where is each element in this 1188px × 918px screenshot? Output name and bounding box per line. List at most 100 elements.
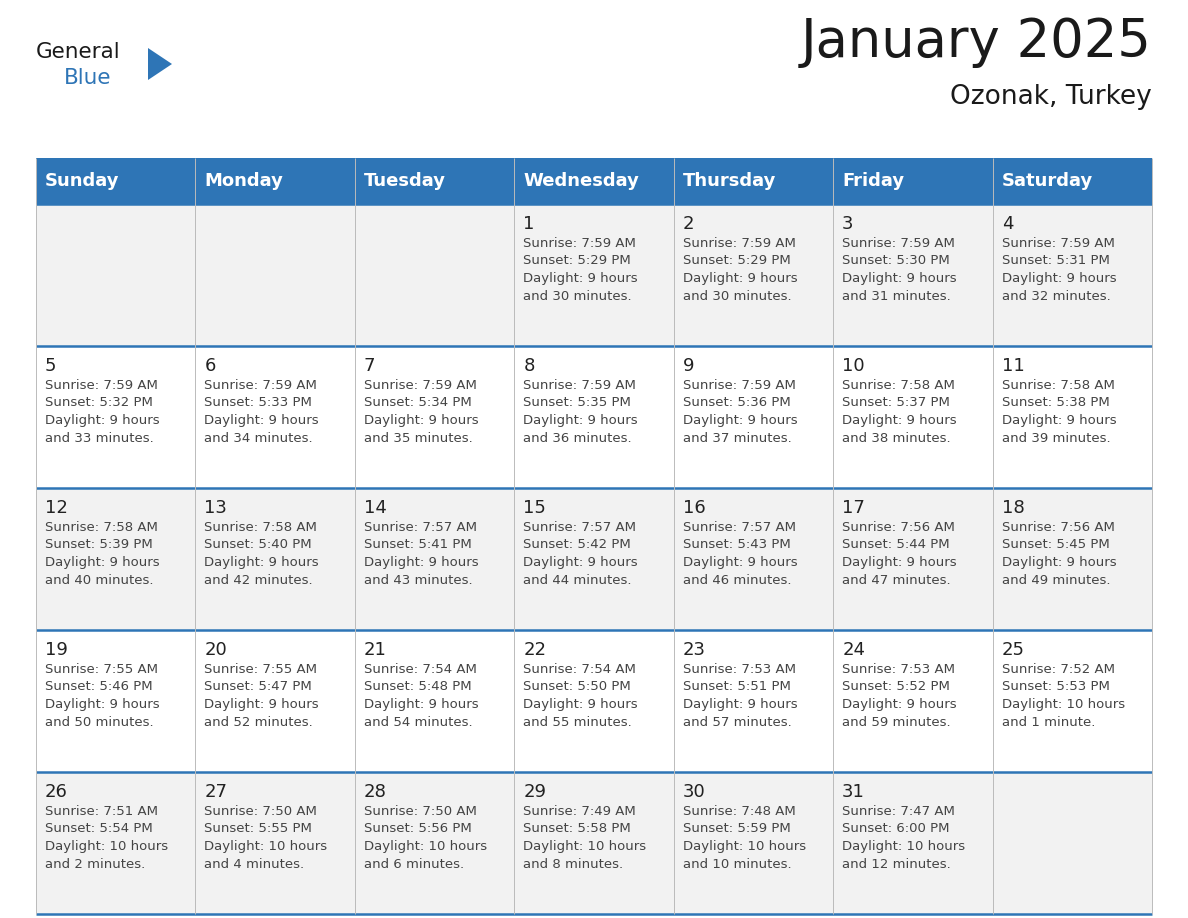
Text: and 30 minutes.: and 30 minutes. [523,289,632,303]
Text: Daylight: 9 hours: Daylight: 9 hours [523,698,638,711]
Text: and 30 minutes.: and 30 minutes. [683,289,791,303]
Text: Sunrise: 7:58 AM: Sunrise: 7:58 AM [45,521,158,534]
Text: Sunrise: 7:59 AM: Sunrise: 7:59 AM [842,237,955,250]
Text: Sunrise: 7:47 AM: Sunrise: 7:47 AM [842,805,955,818]
Text: Sunset: 6:00 PM: Sunset: 6:00 PM [842,823,949,835]
Text: and 57 minutes.: and 57 minutes. [683,715,791,729]
Text: Sunrise: 7:53 AM: Sunrise: 7:53 AM [842,663,955,676]
Text: Sunset: 5:38 PM: Sunset: 5:38 PM [1001,397,1110,409]
Text: Daylight: 9 hours: Daylight: 9 hours [364,698,479,711]
Text: and 43 minutes.: and 43 minutes. [364,574,473,587]
Text: Sunset: 5:55 PM: Sunset: 5:55 PM [204,823,312,835]
Text: Sunrise: 7:51 AM: Sunrise: 7:51 AM [45,805,158,818]
Text: and 32 minutes.: and 32 minutes. [1001,289,1111,303]
Text: Daylight: 9 hours: Daylight: 9 hours [842,272,956,285]
Text: Daylight: 9 hours: Daylight: 9 hours [523,556,638,569]
Text: Sunset: 5:34 PM: Sunset: 5:34 PM [364,397,472,409]
Text: 14: 14 [364,499,387,517]
Text: Sunset: 5:36 PM: Sunset: 5:36 PM [683,397,790,409]
Text: Sunrise: 7:58 AM: Sunrise: 7:58 AM [1001,379,1114,392]
Text: 30: 30 [683,783,706,801]
Text: Sunrise: 7:55 AM: Sunrise: 7:55 AM [45,663,158,676]
Text: Daylight: 9 hours: Daylight: 9 hours [842,556,956,569]
Text: Sunrise: 7:58 AM: Sunrise: 7:58 AM [842,379,955,392]
Text: and 1 minute.: and 1 minute. [1001,715,1095,729]
Text: and 8 minutes.: and 8 minutes. [523,857,624,870]
Text: and 59 minutes.: and 59 minutes. [842,715,950,729]
Text: Sunset: 5:41 PM: Sunset: 5:41 PM [364,539,472,552]
Text: 7: 7 [364,357,375,375]
Text: and 31 minutes.: and 31 minutes. [842,289,950,303]
Text: Sunset: 5:54 PM: Sunset: 5:54 PM [45,823,153,835]
Text: Sunset: 5:29 PM: Sunset: 5:29 PM [523,254,631,267]
Text: 16: 16 [683,499,706,517]
Text: and 36 minutes.: and 36 minutes. [523,431,632,444]
Text: and 6 minutes.: and 6 minutes. [364,857,465,870]
Text: and 55 minutes.: and 55 minutes. [523,715,632,729]
Text: 24: 24 [842,641,865,659]
Text: Sunset: 5:53 PM: Sunset: 5:53 PM [1001,680,1110,693]
Text: Sunset: 5:35 PM: Sunset: 5:35 PM [523,397,631,409]
Text: Daylight: 9 hours: Daylight: 9 hours [683,414,797,427]
Text: Daylight: 9 hours: Daylight: 9 hours [364,414,479,427]
Text: Sunset: 5:37 PM: Sunset: 5:37 PM [842,397,950,409]
Text: Sunrise: 7:56 AM: Sunrise: 7:56 AM [842,521,955,534]
Text: 19: 19 [45,641,68,659]
Text: Sunrise: 7:54 AM: Sunrise: 7:54 AM [523,663,636,676]
Text: Sunrise: 7:57 AM: Sunrise: 7:57 AM [683,521,796,534]
Text: Daylight: 9 hours: Daylight: 9 hours [523,414,638,427]
Text: Sunrise: 7:48 AM: Sunrise: 7:48 AM [683,805,796,818]
Text: Tuesday: Tuesday [364,172,446,190]
Text: and 47 minutes.: and 47 minutes. [842,574,950,587]
Text: Daylight: 9 hours: Daylight: 9 hours [1001,272,1117,285]
Text: 12: 12 [45,499,68,517]
Text: 10: 10 [842,357,865,375]
Text: Friday: Friday [842,172,904,190]
Text: Thursday: Thursday [683,172,776,190]
Text: Daylight: 10 hours: Daylight: 10 hours [842,840,966,853]
Text: Daylight: 10 hours: Daylight: 10 hours [523,840,646,853]
Text: Daylight: 9 hours: Daylight: 9 hours [523,272,638,285]
Text: Sunset: 5:40 PM: Sunset: 5:40 PM [204,539,312,552]
Text: Sunset: 5:39 PM: Sunset: 5:39 PM [45,539,153,552]
Text: and 35 minutes.: and 35 minutes. [364,431,473,444]
Text: Sunset: 5:58 PM: Sunset: 5:58 PM [523,823,631,835]
Text: Daylight: 9 hours: Daylight: 9 hours [204,698,320,711]
Text: and 38 minutes.: and 38 minutes. [842,431,950,444]
Bar [36,488,1152,630]
Text: Sunset: 5:51 PM: Sunset: 5:51 PM [683,680,790,693]
Text: Saturday: Saturday [1001,172,1093,190]
Bar [674,158,833,204]
Text: Sunset: 5:32 PM: Sunset: 5:32 PM [45,397,153,409]
Text: Daylight: 9 hours: Daylight: 9 hours [204,556,320,569]
Text: Daylight: 9 hours: Daylight: 9 hours [45,556,159,569]
Text: Sunset: 5:47 PM: Sunset: 5:47 PM [204,680,312,693]
Text: Sunrise: 7:50 AM: Sunrise: 7:50 AM [204,805,317,818]
Bar [36,346,1152,488]
Text: Sunrise: 7:53 AM: Sunrise: 7:53 AM [683,663,796,676]
Text: Sunrise: 7:59 AM: Sunrise: 7:59 AM [683,379,796,392]
Text: Sunset: 5:30 PM: Sunset: 5:30 PM [842,254,950,267]
Text: Sunrise: 7:49 AM: Sunrise: 7:49 AM [523,805,636,818]
Text: Sunrise: 7:59 AM: Sunrise: 7:59 AM [523,237,636,250]
Text: Daylight: 9 hours: Daylight: 9 hours [683,556,797,569]
Text: Daylight: 9 hours: Daylight: 9 hours [842,698,956,711]
Text: Monday: Monday [204,172,283,190]
Text: General: General [36,42,121,62]
Text: Daylight: 10 hours: Daylight: 10 hours [364,840,487,853]
Text: Sunset: 5:52 PM: Sunset: 5:52 PM [842,680,950,693]
Text: and 49 minutes.: and 49 minutes. [1001,574,1110,587]
Text: 17: 17 [842,499,865,517]
Text: 29: 29 [523,783,546,801]
Text: Daylight: 9 hours: Daylight: 9 hours [204,414,320,427]
Text: Daylight: 9 hours: Daylight: 9 hours [683,272,797,285]
Text: 31: 31 [842,783,865,801]
Text: Blue: Blue [64,68,112,88]
Text: Sunrise: 7:56 AM: Sunrise: 7:56 AM [1001,521,1114,534]
Text: 28: 28 [364,783,387,801]
Text: Sunset: 5:48 PM: Sunset: 5:48 PM [364,680,472,693]
Text: and 50 minutes.: and 50 minutes. [45,715,153,729]
Text: Daylight: 9 hours: Daylight: 9 hours [45,414,159,427]
Text: Sunset: 5:29 PM: Sunset: 5:29 PM [683,254,790,267]
Text: Sunrise: 7:57 AM: Sunrise: 7:57 AM [523,521,637,534]
